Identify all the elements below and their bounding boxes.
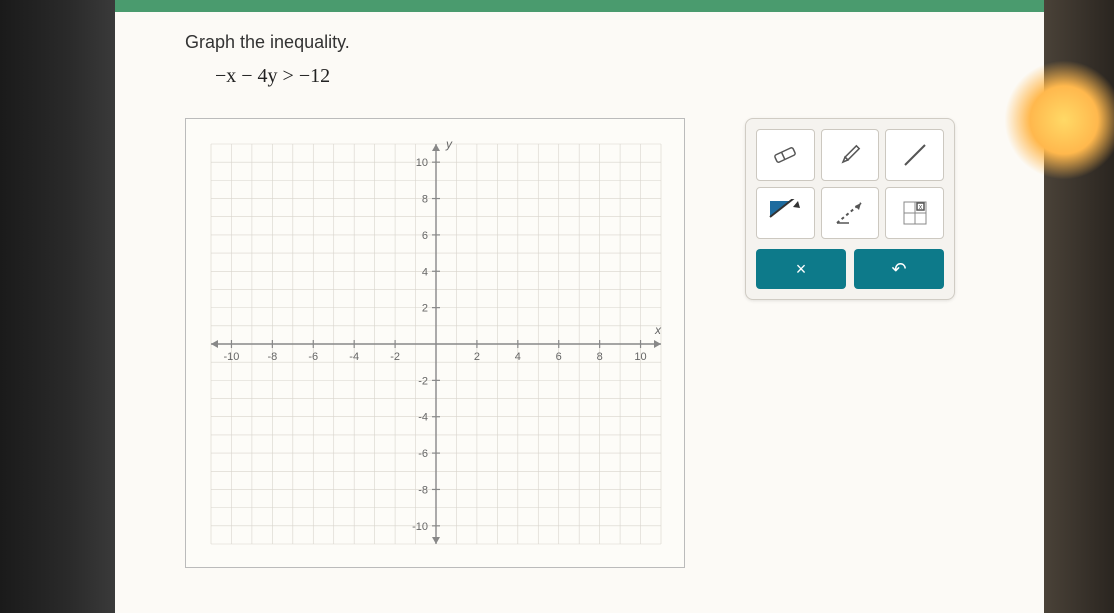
svg-text:8: 8 [422,194,428,206]
header-bar [115,0,1044,12]
clear-icon: × [796,259,807,280]
pencil-tool[interactable] [821,129,880,181]
line-tool[interactable] [885,129,944,181]
dashed-shade-icon [833,199,867,227]
svg-text:-8: -8 [418,484,428,496]
svg-text:-4: -4 [418,412,428,424]
svg-text:8: 8 [597,351,603,363]
undo-icon: ↶ [891,259,906,280]
undo-button[interactable]: ↶ [854,249,944,289]
svg-text:-2: -2 [390,351,400,363]
photo-right-edge [1044,0,1114,613]
svg-text:-4: -4 [349,351,359,363]
coordinate-graph[interactable]: -10 -8 -6 -4 -2 2 4 6 8 10 -10 -8 -6 -4 -2 2 4 6 8 10 x y [185,118,685,568]
svg-text:2: 2 [422,303,428,315]
shade-tool[interactable] [756,187,815,239]
tool-grid: x [756,129,944,239]
inequality-expression: −x − 4y > −12 [215,65,974,88]
pencil-icon [837,142,863,168]
svg-text:6: 6 [556,351,562,363]
svg-text:-10: -10 [412,521,428,533]
svg-text:-2: -2 [418,375,428,387]
svg-text:-8: -8 [267,351,277,363]
prompt-title: Graph the inequality. [185,32,974,53]
svg-text:10: 10 [416,157,428,169]
eraser-tool[interactable] [756,129,815,181]
svg-text:4: 4 [515,351,521,363]
point-grid-tool[interactable]: x [885,187,944,239]
photo-left-edge [0,0,115,613]
svg-text:x: x [918,204,922,211]
svg-text:10: 10 [634,351,646,363]
svg-text:-6: -6 [418,448,428,460]
shade-icon [768,199,802,227]
clear-button[interactable]: × [756,249,846,289]
work-area: -10 -8 -6 -4 -2 2 4 6 8 10 -10 -8 -6 -4 -2 2 4 6 8 10 x y [185,118,974,568]
point-grid-icon: x [901,199,929,227]
svg-text:2: 2 [474,351,480,363]
eraser-icon [771,145,799,165]
action-row: × ↶ [756,249,944,289]
svg-text:y: y [445,137,453,151]
content-panel: Graph the inequality. −x − 4y > −12 -10-… [115,12,1044,613]
graph-toolbox: x × ↶ [745,118,955,300]
dashed-shade-tool[interactable] [821,187,880,239]
svg-text:-10: -10 [224,351,240,363]
graph-svg: -10 -8 -6 -4 -2 2 4 6 8 10 -10 -8 -6 -4 -2 2 4 6 8 10 x y [186,119,686,569]
svg-text:x: x [654,323,662,337]
svg-text:6: 6 [422,230,428,242]
svg-text:-6: -6 [308,351,318,363]
line-icon [900,140,930,170]
svg-text:4: 4 [422,266,428,278]
